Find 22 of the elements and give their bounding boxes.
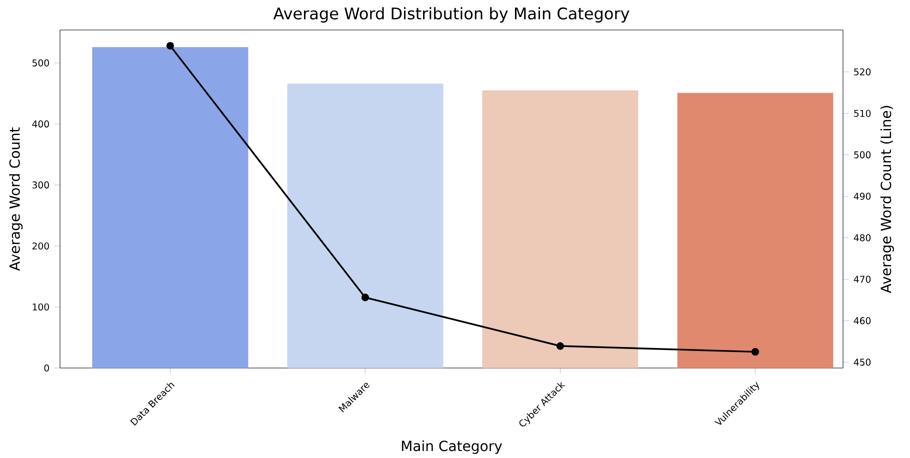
y2-axis-title: Average Word Count (Line) <box>880 106 894 293</box>
y2-tick-label: 470 <box>854 276 871 283</box>
point <box>166 42 174 50</box>
y2-tick-label: 480 <box>854 234 871 242</box>
y2-tick-label: 500 <box>854 151 871 158</box>
y-axis-title: Average Word Count <box>9 127 23 271</box>
y2-tick-label: 450 <box>854 358 871 366</box>
y-tick-label: 0 <box>44 364 49 372</box>
y-tick-label: 500 <box>32 59 49 66</box>
point <box>361 294 370 302</box>
y-tick-label: 400 <box>32 120 49 128</box>
x-axis-title: Main Category <box>402 440 502 454</box>
point <box>556 342 564 350</box>
chart-title: Average Word Distribution by Main Category <box>273 6 630 22</box>
y-tick-label: 300 <box>32 181 49 188</box>
y-tick-label: 100 <box>32 303 49 310</box>
y2-tick-label: 510 <box>854 110 871 117</box>
point <box>751 348 760 356</box>
y-tick-label: 200 <box>32 242 49 250</box>
y2-tick-label: 460 <box>854 317 871 324</box>
y2-tick-label: 490 <box>854 192 871 200</box>
y2-tick-label: 520 <box>854 68 871 76</box>
